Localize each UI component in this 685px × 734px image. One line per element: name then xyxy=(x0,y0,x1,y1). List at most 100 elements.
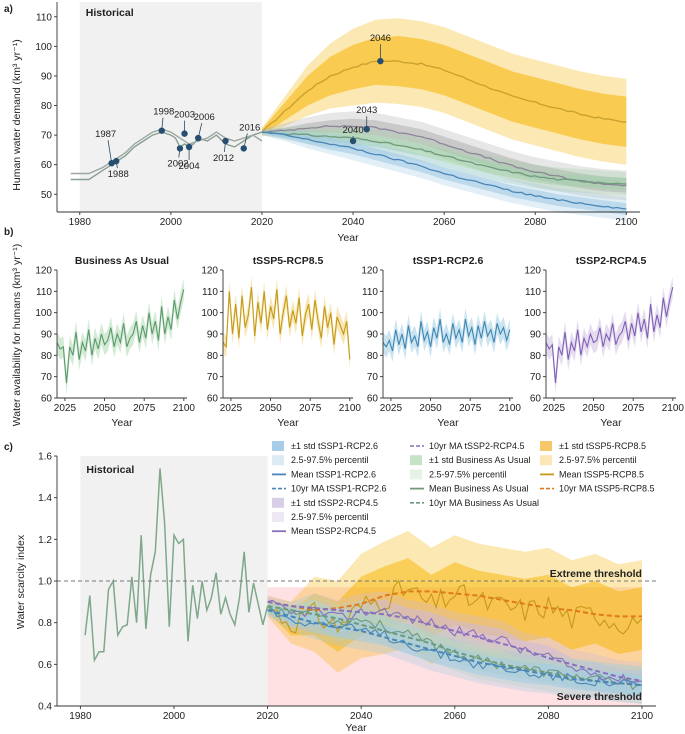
panel-a-xlabel: Year xyxy=(337,232,359,244)
a-x-tick-label: 2020 xyxy=(251,217,274,228)
a-x-tick-label: 2100 xyxy=(615,217,638,228)
c-y-tick-label: 0.6 xyxy=(38,660,52,671)
b4-y-tick-label: 100 xyxy=(524,308,541,319)
legend-label: ±1 std tSSP2-RCP4.5 xyxy=(291,498,378,508)
legend-label: Mean tSSP5-RCP8.5 xyxy=(559,469,644,479)
c-x-tick-label: 2060 xyxy=(444,711,467,722)
annotation-label: 2043 xyxy=(356,105,377,116)
subplot-xlabel: Year xyxy=(277,417,299,429)
subplot-title: Business As Usual xyxy=(75,255,169,267)
annotation-point xyxy=(181,130,188,137)
historical-label: Historical xyxy=(86,7,134,19)
legend-label: 10yr MA Business As Usual xyxy=(429,498,539,508)
subplot-line xyxy=(382,318,511,352)
b4-y-tick-label: 110 xyxy=(525,287,541,298)
legend-item: 10yr MA Business As Usual xyxy=(410,498,539,508)
band-std-Business As Usual xyxy=(262,130,627,190)
b4-x-tick-label: 2025 xyxy=(543,403,566,414)
legend-swatch xyxy=(540,455,552,466)
legend-item: Mean tSSP5-RCP8.5 xyxy=(540,469,644,479)
b3-y-tick-label: 60 xyxy=(367,394,379,405)
a-y-tick-label: 80 xyxy=(41,101,53,112)
legend-label: Mean tSSP2-RCP4.5 xyxy=(291,526,376,536)
panel-b: b) Water availability for humans (km³ yr… xyxy=(4,227,684,429)
subplot-4: tSSP2-RCP4.5 Year 2025 2050 2075 2100 60 70 80 90… xyxy=(524,255,684,429)
legend-label: 2.5-97.5% percentil xyxy=(559,455,637,465)
c-y-tick-label: 1.4 xyxy=(38,493,52,504)
b3-x-tick-label: 2050 xyxy=(419,403,442,414)
b2-y-tick-label: 80 xyxy=(207,351,219,362)
a-y-tick-label: 50 xyxy=(41,190,53,201)
b1-y-tick-label: 70 xyxy=(41,372,53,383)
panel-c-label: c) xyxy=(4,442,13,453)
subplot-xlabel: Year xyxy=(600,417,622,429)
b1-x-tick-label: 2050 xyxy=(93,403,116,414)
b1-y-tick-label: 80 xyxy=(41,351,53,362)
legend-label: Mean Business As Usual xyxy=(429,484,529,494)
annotation-label: 2006 xyxy=(194,112,215,123)
legend-label: ±1 std tSSP5-RCP8.5 xyxy=(559,441,646,451)
legend-label: 10yr MA tSSP5-RCP8.5 xyxy=(559,484,655,494)
legend-label: 10yr MA tSSP2-RCP4.5 xyxy=(429,441,525,451)
c-y-tick-label: 1.6 xyxy=(38,452,52,463)
legend-swatch xyxy=(410,469,422,480)
annotation-label: 1987 xyxy=(95,129,116,140)
b4-y-tick-label: 80 xyxy=(530,351,542,362)
ma-line-Business As Usual xyxy=(267,605,643,687)
annotation-point xyxy=(363,125,370,133)
legend-label: 2.5-97.5% percentil xyxy=(291,512,369,522)
annotation-point xyxy=(113,157,120,165)
mean-line-tSSP1-RCP2.6 xyxy=(267,608,643,687)
annotation-point xyxy=(185,143,193,151)
a-x-tick-label: 2040 xyxy=(342,217,365,228)
legend-item: 2.5-97.5% percentil xyxy=(410,469,507,480)
extreme-threshold-label: Extreme threshold xyxy=(550,568,642,580)
subplot-line xyxy=(222,287,351,360)
subplot-title: tSSP2-RCP4.5 xyxy=(576,255,647,267)
annotation-label: 2003 xyxy=(174,110,195,121)
annotation-point xyxy=(158,127,165,134)
ma-line-tSSP1-RCP2.6 xyxy=(267,609,643,687)
a-x-tick-label: 2080 xyxy=(524,217,547,228)
ma-line-tSSP5-RCP8.5 xyxy=(267,590,642,618)
subplot-line xyxy=(56,289,185,384)
annotation-label: 2004 xyxy=(179,161,200,172)
a-y-tick-label: 90 xyxy=(41,71,53,82)
annotation-label: 1988 xyxy=(108,169,129,180)
legend-item: ±1 std tSSP2-RCP4.5 xyxy=(272,497,378,508)
legend-item: Mean tSSP1-RCP2.6 xyxy=(272,469,376,479)
legend-item: ±1 std tSSP1-RCP2.6 xyxy=(272,441,378,451)
annotation-label: 2040 xyxy=(342,125,363,136)
legend-swatch xyxy=(272,455,284,466)
b4-x-tick-label: 2050 xyxy=(582,403,605,414)
c-x-tick-label: 1980 xyxy=(69,711,92,722)
b4-x-tick-label: 2075 xyxy=(622,403,645,414)
panel-c-xlabel: Year xyxy=(345,722,367,734)
annotation-leader xyxy=(107,140,113,164)
b2-y-tick-label: 100 xyxy=(201,308,218,319)
c-x-tick-label: 2040 xyxy=(350,711,373,722)
legend-label: Mean tSSP1-RCP2.6 xyxy=(291,469,376,479)
a-y-tick-label: 70 xyxy=(41,131,53,142)
b3-y-tick-label: 90 xyxy=(367,330,379,341)
b3-y-tick-label: 100 xyxy=(361,308,378,319)
subplot-3: tSSP1-RCP2.6 Year 2025 2050 2075 2100 60 70 80 90… xyxy=(361,255,521,429)
legend-swatch xyxy=(272,441,284,451)
b3-y-tick-label: 110 xyxy=(362,287,378,298)
b1-y-tick-label: 110 xyxy=(36,287,52,298)
band-std-tSSP5-RCP8.5 xyxy=(262,36,627,147)
legend-item: 10yr MA tSSP1-RCP2.6 xyxy=(272,484,387,494)
series-line-Business As Usual xyxy=(261,131,627,185)
panel-b-ylabel: Water availability for humans (km³ yr⁻¹) xyxy=(11,244,23,427)
annotation-label: 2002 xyxy=(167,158,188,169)
legend-item: 10yr MA tSSP5-RCP8.5 xyxy=(540,484,655,494)
annotation-point xyxy=(176,145,184,152)
legend-label: ±1 std Business As Usual xyxy=(429,455,531,465)
subplot-line xyxy=(545,286,674,384)
series-line-tSSP2-RCP4.5 xyxy=(261,125,627,187)
subplot-band xyxy=(223,276,350,371)
legend-label: 2.5-97.5% percentil xyxy=(429,469,507,479)
legend-label: 10yr MA tSSP1-RCP2.6 xyxy=(291,484,387,494)
b4-y-tick-label: 120 xyxy=(524,266,541,277)
